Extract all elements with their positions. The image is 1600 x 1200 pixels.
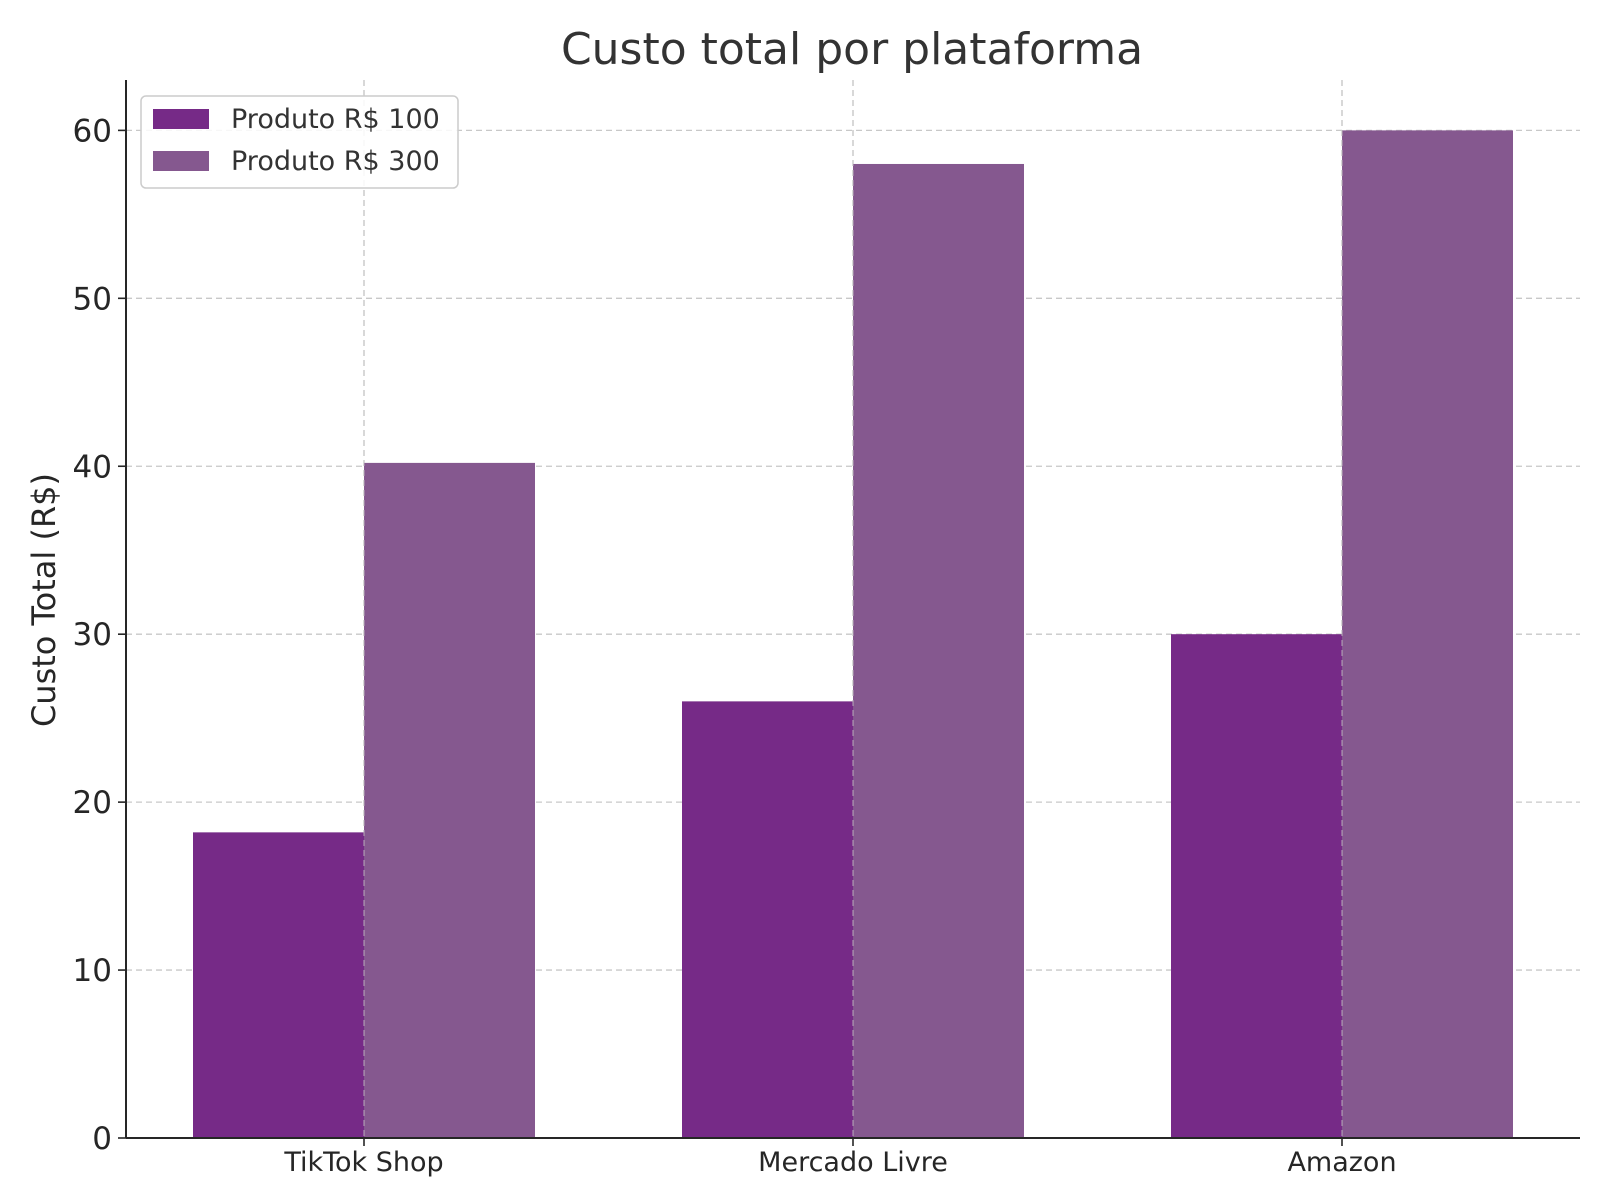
bar-amazon-series-1 bbox=[1171, 634, 1342, 1138]
y-tick-label: 60 bbox=[73, 113, 112, 149]
legend: Produto R$ 100 Produto R$ 300 bbox=[140, 95, 459, 189]
bar-mercado-livre-series-2 bbox=[853, 163, 1024, 1138]
x-tick-label: TikTok Shop bbox=[283, 1147, 443, 1178]
legend-label: Produto R$ 300 bbox=[231, 146, 440, 177]
legend-swatch bbox=[153, 151, 209, 171]
y-tick-label: 30 bbox=[73, 617, 112, 653]
y-axis-label: Custo Total (R$) bbox=[25, 473, 63, 727]
bar-tiktok-shop-series-2 bbox=[364, 462, 535, 1138]
legend-label: Produto R$ 100 bbox=[231, 104, 440, 135]
bar-amazon-series-2 bbox=[1342, 130, 1513, 1138]
y-tick-label: 20 bbox=[73, 785, 112, 821]
x-tick-label: Mercado Livre bbox=[758, 1147, 948, 1178]
ticks-layer: 0 10 20 30 40 50 60 TikTok Shop Mercado Livre Ama… bbox=[73, 113, 1397, 1178]
chart-title: Custo total por plataforma bbox=[561, 24, 1143, 75]
x-tick-label: Amazon bbox=[1287, 1147, 1396, 1178]
y-tick-label: 0 bbox=[92, 1121, 112, 1157]
y-tick-label: 50 bbox=[73, 281, 112, 317]
bar-mercado-livre-series-1 bbox=[682, 701, 853, 1138]
bars-layer bbox=[193, 80, 1513, 1138]
y-tick-label: 40 bbox=[73, 449, 112, 485]
legend-box bbox=[140, 95, 459, 189]
y-tick-label: 10 bbox=[73, 953, 112, 989]
legend-swatch bbox=[153, 109, 209, 129]
bar-tiktok-shop-series-1 bbox=[193, 832, 364, 1138]
